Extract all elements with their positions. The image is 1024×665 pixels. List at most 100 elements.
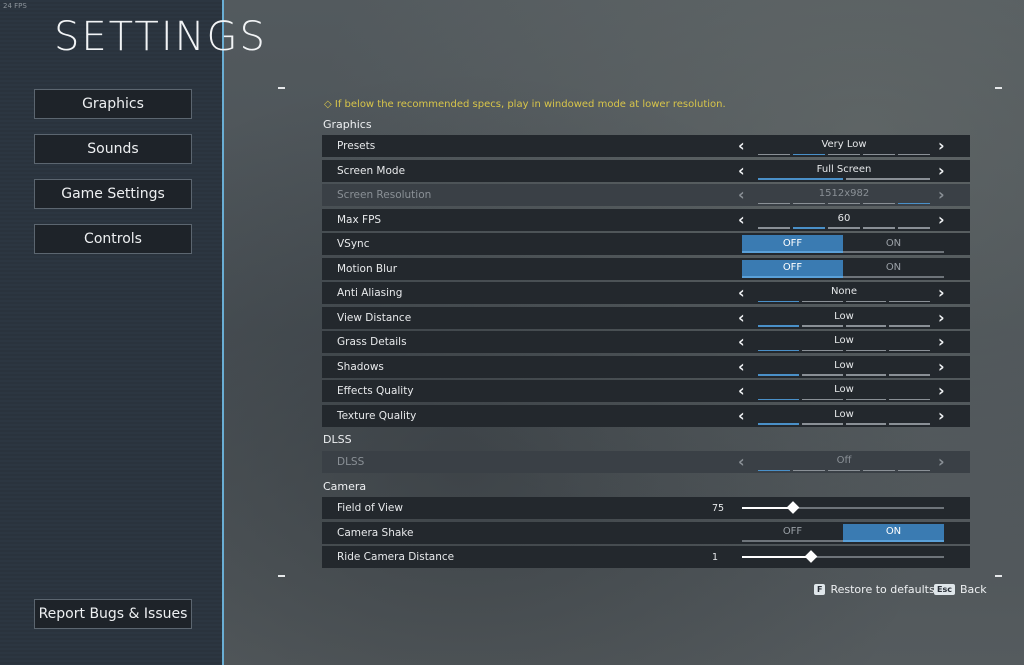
option-segment [758, 227, 790, 229]
setting-row-max-fps: Max FPS ‹ 60 › [322, 208, 970, 231]
option-segment [758, 202, 790, 204]
setting-value: 1512x982 [818, 188, 870, 199]
setting-value: Off [836, 455, 852, 466]
setting-row-anti-aliasing: Anti Aliasing ‹ None › [322, 282, 970, 304]
setting-row-screen-mode: Screen Mode ‹ Full Screen › [322, 159, 970, 182]
toggle-off[interactable]: OFF [742, 524, 843, 542]
f-key-icon: F [814, 584, 826, 595]
setting-row-shadows: Shadows ‹ Low › [322, 355, 970, 378]
chevron-right-icon[interactable]: › [938, 307, 945, 327]
option-indicator [758, 300, 930, 302]
setting-value: Low [834, 359, 854, 371]
setting-value: Low [834, 408, 854, 420]
setting-value: None [830, 286, 858, 297]
setting-label: View Distance [337, 311, 412, 324]
nav-graphics-button[interactable]: Graphics [34, 89, 192, 119]
toggle-on[interactable]: ON [843, 235, 944, 253]
option-segment [898, 153, 930, 155]
frame-corner [995, 87, 1002, 89]
option-segment [845, 423, 887, 425]
option-segment [793, 227, 825, 229]
option-indicator [758, 398, 930, 400]
option-segment [845, 349, 887, 351]
toggle-off[interactable]: OFF [742, 259, 843, 278]
chevron-left-icon[interactable]: ‹ [738, 283, 745, 302]
slider-value: 1 [712, 551, 719, 563]
setting-label: Grass Details [337, 336, 407, 348]
page-title: SETTINGS [54, 14, 267, 60]
option-segment [898, 469, 930, 471]
chevron-right-icon[interactable]: › [938, 136, 945, 155]
chevron-left-icon: ‹ [738, 185, 745, 204]
nav-controls-button[interactable]: Controls [34, 224, 192, 254]
toggle-off[interactable]: OFF [742, 235, 843, 253]
option-segment [801, 300, 843, 302]
chevron-left-icon[interactable]: ‹ [738, 381, 745, 400]
toggle-on[interactable]: ON [843, 260, 944, 278]
setting-row-texture-quality: Texture Quality ‹ Low › [322, 404, 970, 427]
chevron-left-icon[interactable]: ‹ [738, 332, 745, 351]
chevron-right-icon[interactable]: › [938, 283, 945, 302]
report-bugs-button[interactable]: Report Bugs & Issues [34, 599, 192, 629]
slider-ride-camera-distance[interactable] [742, 550, 944, 563]
restore-defaults-button[interactable]: F Restore to defaults [814, 583, 935, 596]
option-segment [889, 325, 930, 327]
chevron-right-icon[interactable]: › [938, 405, 945, 425]
setting-row-field-of-view: Field of View 75 [322, 497, 970, 519]
nav-sounds-button[interactable]: Sounds [34, 134, 192, 164]
setting-row-presets: Presets ‹ Very Low › [322, 135, 970, 157]
slider-thumb[interactable] [804, 550, 818, 563]
setting-label: Ride Camera Distance [337, 551, 455, 563]
section-header: Camera [323, 480, 367, 493]
chevron-left-icon[interactable]: ‹ [738, 356, 745, 376]
option-segment [793, 469, 825, 471]
chevron-right-icon[interactable]: › [938, 209, 945, 229]
chevron-left-icon[interactable]: ‹ [738, 307, 745, 327]
slider-fill [742, 556, 811, 558]
section-header: DLSS [323, 433, 352, 446]
chevron-left-icon[interactable]: ‹ [738, 209, 745, 229]
warning-message: ◇ If below the recommended specs, play i… [324, 99, 726, 110]
slider-value: 75 [712, 502, 725, 514]
setting-value: Low [834, 310, 854, 322]
slider-field-of-view[interactable] [742, 501, 944, 514]
option-segment [758, 300, 799, 302]
fps-counter: 24 FPS [3, 2, 27, 10]
slider-thumb[interactable] [786, 501, 799, 514]
option-segment [801, 423, 843, 425]
chevron-left-icon: ‹ [738, 452, 745, 471]
option-segment [828, 153, 860, 155]
esc-key-icon: Esc [934, 584, 955, 595]
toggle-vsync[interactable]: OFF ON [742, 235, 944, 253]
toggle-on[interactable]: ON [843, 523, 944, 542]
toggle-camera-shake[interactable]: OFF ON [742, 523, 944, 542]
setting-label: Field of View [337, 502, 403, 514]
option-segment [758, 398, 799, 400]
diamond-exclamation-icon: ◇ [324, 99, 332, 110]
chevron-left-icon[interactable]: ‹ [738, 160, 745, 180]
option-segment [889, 349, 930, 351]
chevron-right-icon[interactable]: › [938, 381, 945, 400]
setting-label: Texture Quality [337, 409, 417, 422]
back-button[interactable]: Esc Back [934, 583, 987, 596]
option-segment [758, 153, 790, 155]
setting-row-view-distance: View Distance ‹ Low › [322, 306, 970, 329]
chevron-left-icon[interactable]: ‹ [738, 136, 745, 155]
chevron-right-icon[interactable]: › [938, 160, 945, 180]
option-segment [828, 227, 860, 229]
setting-value: Low [834, 335, 854, 346]
toggle-motion-blur[interactable]: OFF ON [742, 259, 944, 278]
option-segment [801, 349, 843, 351]
chevron-right-icon: › [938, 452, 945, 471]
option-segment [898, 227, 930, 229]
option-segment [793, 153, 825, 155]
option-segment [758, 325, 799, 327]
option-segment [758, 349, 799, 351]
setting-label: DLSS [337, 456, 365, 468]
option-segment [889, 423, 930, 425]
frame-corner [278, 575, 285, 577]
chevron-left-icon[interactable]: ‹ [738, 405, 745, 425]
nav-game-settings-button[interactable]: Game Settings [34, 179, 192, 209]
chevron-right-icon[interactable]: › [938, 332, 945, 351]
chevron-right-icon[interactable]: › [938, 356, 945, 376]
